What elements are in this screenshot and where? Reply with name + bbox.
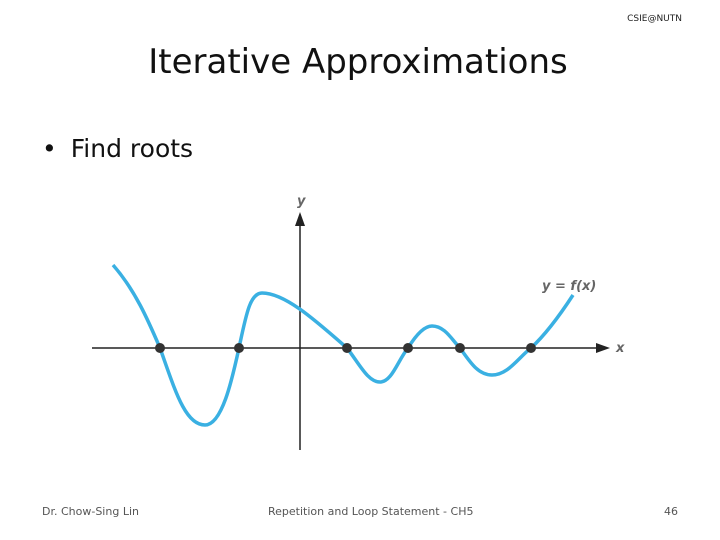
y-axis-label: y bbox=[297, 194, 306, 209]
root bbox=[342, 343, 352, 353]
page-number: 46 bbox=[664, 505, 678, 518]
x-axis-label: x bbox=[615, 341, 625, 356]
bullet: • Find roots bbox=[42, 134, 194, 163]
root bbox=[455, 343, 465, 353]
curve bbox=[111, 263, 575, 427]
footer-author: Dr. Chow-Sing Lin bbox=[42, 505, 139, 518]
root bbox=[403, 343, 413, 353]
curve-label: y = f(x) bbox=[542, 279, 596, 294]
root bbox=[526, 343, 536, 353]
bullet-text: Find roots bbox=[70, 134, 194, 163]
footer-course: Repetition and Loop Statement - CH5 bbox=[268, 505, 474, 518]
root bbox=[234, 343, 244, 353]
y-arrow bbox=[295, 212, 305, 226]
slide-title: Iterative Approximations bbox=[148, 42, 568, 82]
roots bbox=[155, 343, 536, 353]
x-arrow bbox=[596, 343, 610, 353]
root bbox=[155, 343, 165, 353]
header-tag: CSIE@NUTN bbox=[627, 14, 682, 24]
